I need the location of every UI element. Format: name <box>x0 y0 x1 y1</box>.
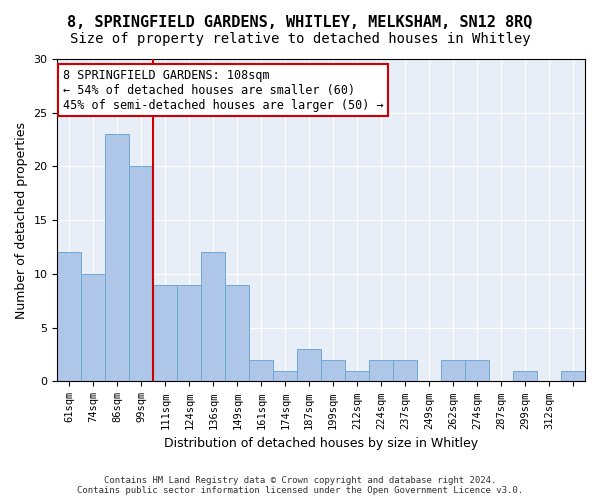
Bar <box>513 370 537 382</box>
Text: Size of property relative to detached houses in Whitley: Size of property relative to detached ho… <box>70 32 530 46</box>
Bar <box>82 274 106 382</box>
Bar <box>178 284 201 382</box>
Bar <box>106 134 130 382</box>
Bar <box>130 166 154 382</box>
Bar <box>441 360 465 382</box>
Text: 8 SPRINGFIELD GARDENS: 108sqm
← 54% of detached houses are smaller (60)
45% of s: 8 SPRINGFIELD GARDENS: 108sqm ← 54% of d… <box>62 68 383 112</box>
Bar <box>465 360 489 382</box>
Text: 8, SPRINGFIELD GARDENS, WHITLEY, MELKSHAM, SN12 8RQ: 8, SPRINGFIELD GARDENS, WHITLEY, MELKSHA… <box>67 15 533 30</box>
Bar <box>58 252 82 382</box>
Bar <box>201 252 225 382</box>
Bar <box>154 284 178 382</box>
X-axis label: Distribution of detached houses by size in Whitley: Distribution of detached houses by size … <box>164 437 478 450</box>
Bar <box>225 284 249 382</box>
Y-axis label: Number of detached properties: Number of detached properties <box>15 122 28 318</box>
Bar <box>345 370 369 382</box>
Bar <box>273 370 297 382</box>
Bar <box>249 360 273 382</box>
Bar <box>561 370 585 382</box>
Bar <box>321 360 345 382</box>
Bar <box>297 349 321 382</box>
Bar <box>393 360 417 382</box>
Bar <box>369 360 393 382</box>
Text: Contains HM Land Registry data © Crown copyright and database right 2024.
Contai: Contains HM Land Registry data © Crown c… <box>77 476 523 495</box>
